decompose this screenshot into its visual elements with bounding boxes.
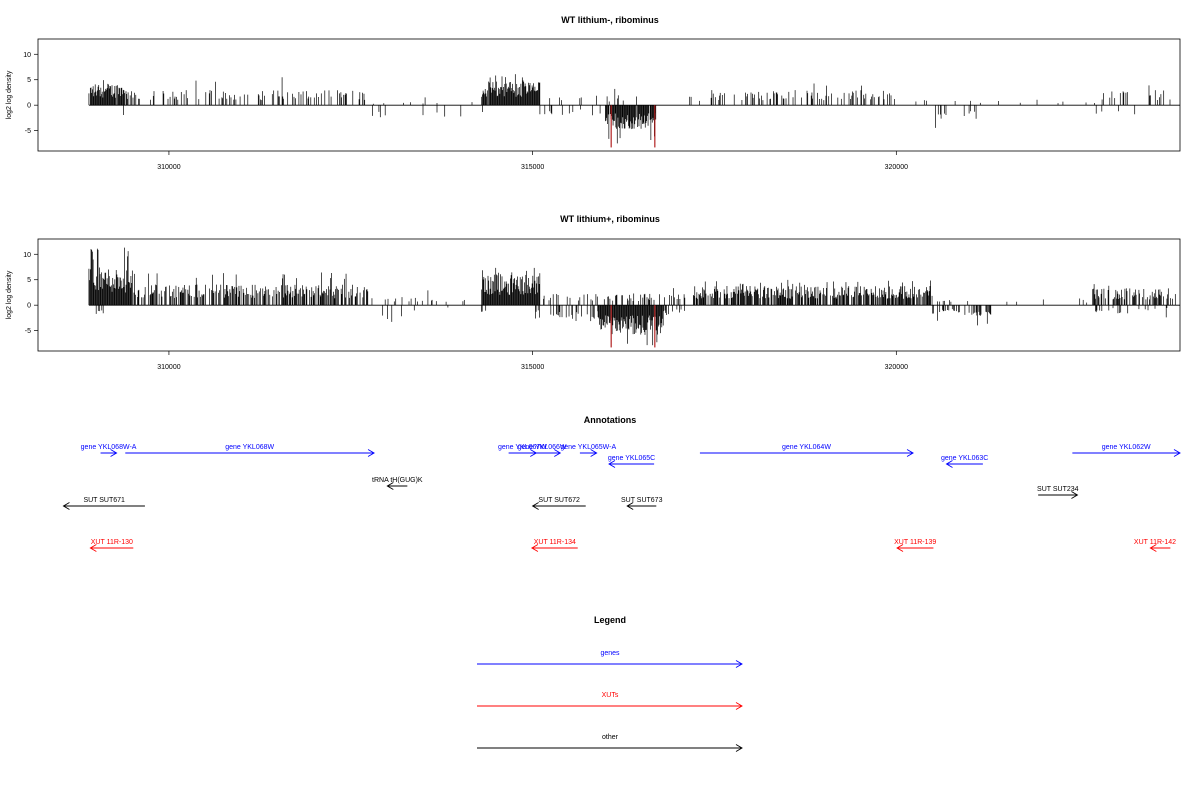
annotation-feature: XUT 11R-139 xyxy=(894,539,936,552)
feature-arrow xyxy=(89,544,134,552)
legend-arrow xyxy=(477,702,743,710)
annotation-feature: XUT 11R-130 xyxy=(89,539,134,552)
annotation-feature: XUT 11R-134 xyxy=(531,539,578,552)
panel-title: WT lithium+, ribominus xyxy=(560,214,660,224)
annotation-feature: SUT SUT234 xyxy=(1037,486,1079,499)
coverage-bars xyxy=(88,74,1180,148)
feature-label: gene YKL063C xyxy=(941,455,988,462)
annotation-feature: gene YKL068W-A xyxy=(81,444,137,457)
annotation-feature: gene YKL068W xyxy=(125,444,375,457)
annotation-feature: gene YKL065W-A xyxy=(560,444,616,457)
legend-label: genes xyxy=(600,650,620,657)
feature-arrow xyxy=(626,502,657,510)
coverage-bars xyxy=(88,247,1180,348)
legend-panel: Legend genes XUTs other xyxy=(477,615,743,752)
feature-label: XUT 11R-134 xyxy=(534,539,576,546)
annotation-feature: SUT SUT671 xyxy=(62,497,145,510)
feature-arrow xyxy=(125,449,375,457)
annotation-feature: tRNA tH(GUG)K xyxy=(372,477,423,490)
annotation-feature: gene YKL063C xyxy=(941,455,988,468)
legend-label: other xyxy=(602,734,619,741)
plot-frame xyxy=(37,238,1181,352)
annotations-panel: Annotations gene YKL068W-A gene YKL068W ge… xyxy=(62,415,1181,552)
annotation-feature: SUT SUT673 xyxy=(621,497,663,510)
annotation-features: gene YKL068W-A gene YKL068W gene YKL067Wge… xyxy=(62,444,1181,552)
annotation-feature: gene YKL066W xyxy=(518,444,567,457)
feature-label: SUT SUT234 xyxy=(1037,486,1079,493)
feature-label: gene YKL068W-A xyxy=(81,444,137,451)
annotations-title: Annotations xyxy=(584,415,637,425)
feature-arrow xyxy=(1038,491,1079,499)
x-tick-label: 310000 xyxy=(157,364,180,371)
feature-arrow xyxy=(523,449,562,457)
annotation-feature: gene YKL064W xyxy=(699,444,914,457)
feature-arrow xyxy=(699,449,914,457)
feature-label: gene YKL066W xyxy=(518,444,567,451)
y-tick-label: 10 xyxy=(23,252,31,259)
coverage-panel-lithium-minus: WT lithium-, ribominus log2 log density … xyxy=(6,15,1181,171)
y-tick-label: 10 xyxy=(23,52,31,59)
feature-label: gene YKL062W xyxy=(1102,444,1151,451)
legend-arrow xyxy=(477,744,743,752)
legend-item-xuts: XUTs xyxy=(477,692,743,710)
annotation-feature: gene YKL065C xyxy=(608,455,655,468)
feature-label: XUT 11R-139 xyxy=(894,539,936,546)
feature-label: gene YKL067W xyxy=(498,444,547,451)
plot-frame xyxy=(37,38,1181,152)
legend-title: Legend xyxy=(594,615,626,625)
feature-label: gene YKL065W-A xyxy=(560,444,616,451)
legend-items: genes XUTs other xyxy=(477,650,743,752)
feature-arrow xyxy=(100,449,118,457)
feature-label: tRNA tH(GUG)K xyxy=(372,477,423,484)
feature-arrow xyxy=(386,482,408,490)
y-axis-label: log2 log density xyxy=(6,70,13,119)
feature-label: XUT 11R-142 xyxy=(1134,539,1176,546)
feature-label: XUT 11R-130 xyxy=(91,539,133,546)
feature-label: gene YKL065C xyxy=(608,455,655,462)
feature-arrow xyxy=(531,544,578,552)
legend-item-other: other xyxy=(477,734,743,752)
x-tick-label: 315000 xyxy=(521,364,544,371)
y-tick-label: 5 xyxy=(27,277,31,284)
y-axis-label: log2 log density xyxy=(6,270,13,319)
feature-arrow xyxy=(896,544,934,552)
x-tick-label: 320000 xyxy=(885,164,908,171)
annotation-feature: gene YKL062W xyxy=(1072,444,1181,457)
feature-arrow xyxy=(1072,449,1181,457)
feature-arrow xyxy=(608,460,655,468)
y-tick-label: -5 xyxy=(25,128,31,135)
feature-arrow xyxy=(531,502,586,510)
y-tick-label: 5 xyxy=(27,77,31,84)
x-tick-label: 310000 xyxy=(157,164,180,171)
panel-title: WT lithium-, ribominus xyxy=(561,15,659,25)
feature-label: SUT SUT672 xyxy=(538,497,580,504)
coverage-panel-lithium-plus: WT lithium+, ribominus log2 log density … xyxy=(6,214,1181,371)
axes: -5 0 5 10 310000 315000 320000 xyxy=(23,252,908,371)
y-tick-label: 0 xyxy=(27,303,31,310)
feature-arrow xyxy=(1149,544,1171,552)
feature-label: SUT SUT673 xyxy=(621,497,663,504)
feature-arrow xyxy=(945,460,983,468)
annotation-feature: XUT 11R-142 xyxy=(1134,539,1176,552)
legend-item-genes: genes xyxy=(477,650,743,668)
y-tick-label: 0 xyxy=(27,103,31,110)
feature-label: SUT SUT671 xyxy=(83,497,125,504)
x-tick-label: 320000 xyxy=(885,364,908,371)
axes: -5 0 5 10 310000 315000 320000 xyxy=(23,52,908,171)
y-tick-label: -5 xyxy=(25,328,31,335)
annotation-feature: SUT SUT672 xyxy=(531,497,586,510)
legend-label: XUTs xyxy=(602,692,619,699)
legend-arrow xyxy=(477,660,743,668)
x-tick-label: 315000 xyxy=(521,164,544,171)
feature-label: gene YKL064W xyxy=(782,444,831,451)
feature-label: gene YKL068W xyxy=(225,444,274,451)
feature-arrow xyxy=(62,502,145,510)
feature-arrow xyxy=(579,449,598,457)
